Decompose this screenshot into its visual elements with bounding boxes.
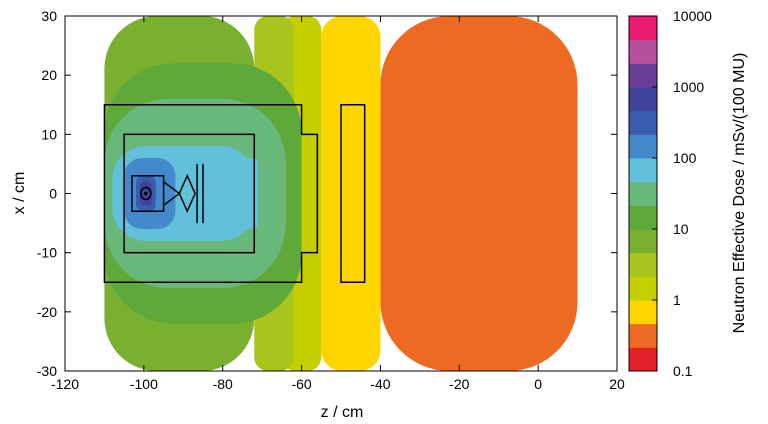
filter-diamond-outline <box>178 173 196 214</box>
colorbar-segment <box>629 323 657 348</box>
colorbar-tick-label: 0.1 <box>673 363 693 379</box>
colorbar-segment <box>629 134 657 159</box>
outer-housing-outline <box>103 104 319 283</box>
colorbar-segment <box>629 181 657 206</box>
x-tick-label: -100 <box>130 376 158 392</box>
colorbar-segment <box>629 276 657 301</box>
colorbar-segment <box>629 300 657 325</box>
x-tick-label: 20 <box>609 376 625 392</box>
y-tick-label: -20 <box>37 304 57 320</box>
y-tick-label: 20 <box>41 67 57 83</box>
x-tick-label: -20 <box>449 376 469 392</box>
colorbar-segment <box>629 252 657 277</box>
colorbar-title: Neutron Effective Dose / mSv/(100 MU) <box>731 53 748 334</box>
dose-region <box>380 16 578 371</box>
x-tick-label: -60 <box>291 376 311 392</box>
colorbar-tick-label: 10000 <box>673 8 712 24</box>
dose-region <box>242 158 259 229</box>
geometry-outlines <box>103 104 366 283</box>
colorbar-tick-label: 1000 <box>673 79 704 95</box>
collimator-lines <box>163 181 181 206</box>
colorbar-frame <box>628 15 658 372</box>
colorbar-tick-label: 100 <box>673 150 697 166</box>
y-tick-label: -10 <box>37 245 57 261</box>
colorbar-segment <box>629 229 657 254</box>
x-axis-title: z / cm <box>321 404 364 421</box>
colorbar-tick-label: 10 <box>673 221 689 237</box>
source-block-outline <box>131 175 165 212</box>
x-tick-label: -120 <box>51 376 79 392</box>
y-tick-label: 30 <box>41 8 57 24</box>
y-tick-label: 10 <box>41 126 57 142</box>
colorbar-tick-label: 1 <box>673 292 681 308</box>
colorbar: 0.1 1 10 100 1000 10000 <box>628 8 712 379</box>
dose-region <box>321 16 381 371</box>
y-tick-label: 0 <box>49 186 57 202</box>
y-tick-label: -30 <box>37 363 57 379</box>
colorbar-segment <box>629 347 657 372</box>
y-axis-title: x / cm <box>11 172 28 215</box>
x-tick-label: -40 <box>370 376 390 392</box>
colorbar-segment <box>629 87 657 112</box>
colorbar-segment <box>629 16 657 41</box>
colorbar-segment <box>629 110 657 135</box>
side-plate-outline <box>340 104 366 283</box>
colorbar-segment <box>629 158 657 183</box>
inner-housing-outline <box>123 133 256 254</box>
colorbar-segment <box>629 63 657 88</box>
x-tick-label: 0 <box>534 376 542 392</box>
colorbar-segment <box>629 39 657 64</box>
colorbar-segment <box>629 205 657 230</box>
target-ring <box>140 186 152 201</box>
target-dot <box>144 191 148 196</box>
x-tick-label: -80 <box>213 376 233 392</box>
